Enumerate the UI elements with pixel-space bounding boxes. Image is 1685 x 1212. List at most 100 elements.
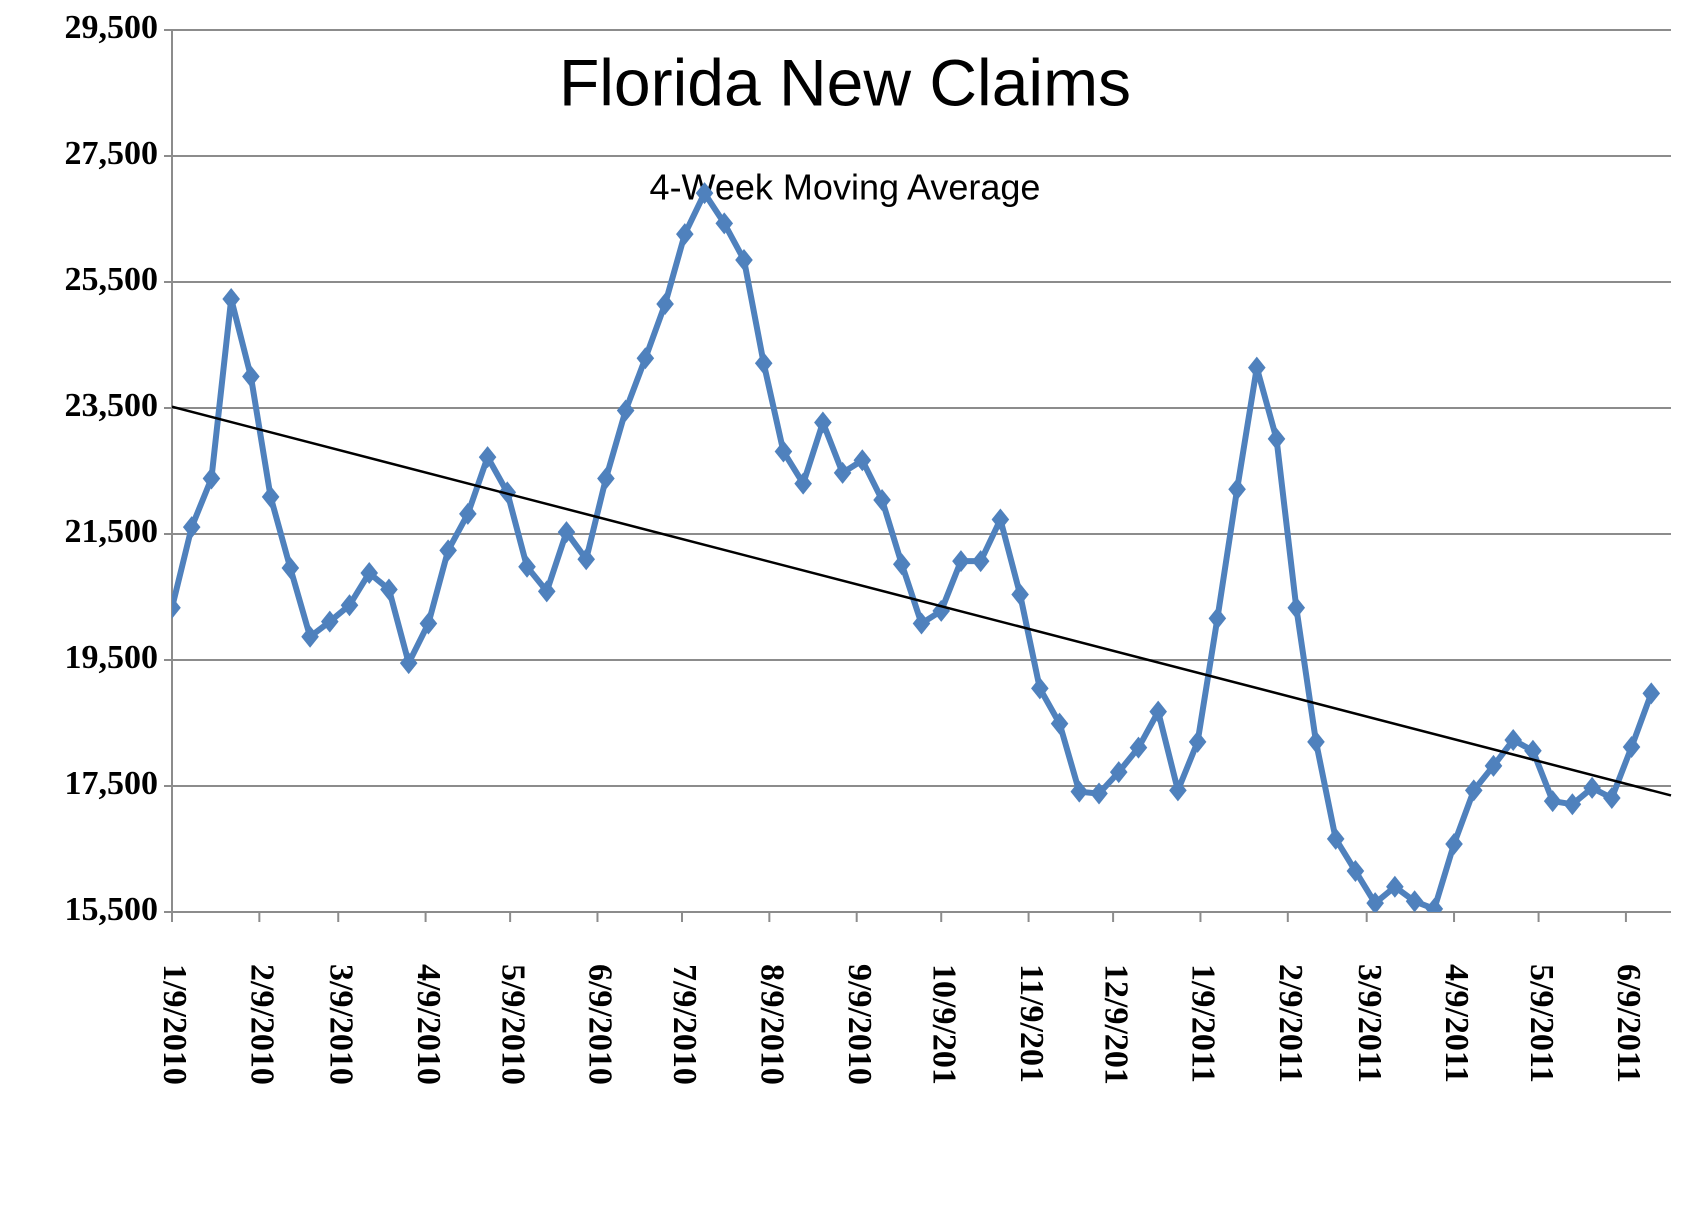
data-point <box>202 467 221 490</box>
y-tick-label: 29,500 <box>65 9 159 46</box>
data-point <box>1504 729 1523 752</box>
data-point <box>1464 779 1483 802</box>
data-point <box>557 521 576 544</box>
data-point <box>1524 739 1542 762</box>
data-point <box>1050 712 1069 735</box>
x-tick-label: 3/9/2010 <box>322 964 359 1085</box>
x-tick-label: 5/9/2011 <box>1523 964 1560 1083</box>
y-tick-label: 19,500 <box>65 639 159 676</box>
x-tick-label: 7/9/2010 <box>666 964 703 1085</box>
data-point <box>1583 776 1601 799</box>
data-point <box>597 467 615 490</box>
data-point <box>182 516 201 539</box>
data-point <box>1425 897 1444 912</box>
y-tick-label: 27,500 <box>65 135 159 172</box>
data-point <box>281 557 300 580</box>
y-tick-label: 23,500 <box>65 387 159 424</box>
data-point <box>912 612 931 635</box>
x-tick-label: 10/9/201 <box>925 964 962 1085</box>
data-point <box>1228 478 1246 501</box>
data-point <box>380 578 398 601</box>
x-tick-label: 1/9/2011 <box>1185 964 1222 1083</box>
data-point <box>715 212 734 235</box>
data-line <box>172 190 1655 912</box>
data-point <box>1267 427 1286 450</box>
data-point <box>320 610 339 633</box>
data-point <box>537 580 556 603</box>
data-point <box>1445 832 1463 855</box>
data-point <box>242 365 260 388</box>
data-point <box>1208 607 1227 630</box>
plot-area <box>172 182 1672 912</box>
data-point <box>1109 761 1128 784</box>
x-tick-label: 9/9/2010 <box>841 964 878 1085</box>
data-point <box>814 411 832 434</box>
data-point <box>1603 786 1621 809</box>
y-tick-label: 21,500 <box>65 513 159 550</box>
x-tick-label: 12/9/201 <box>1097 964 1134 1085</box>
y-tick-label: 25,500 <box>65 261 159 298</box>
trend-line <box>172 405 1672 797</box>
x-tick-label: 4/9/2011 <box>1438 964 1475 1083</box>
data-point <box>340 594 359 617</box>
data-point <box>1149 700 1167 723</box>
data-point <box>1484 754 1503 777</box>
data-point <box>439 539 457 562</box>
data-point <box>301 625 319 648</box>
data-point <box>1188 730 1207 753</box>
data-point <box>853 449 872 472</box>
x-tick-label: 11/9/201 <box>1013 964 1050 1083</box>
data-point <box>1326 827 1345 850</box>
data-point <box>1642 682 1661 705</box>
data-point <box>1011 583 1029 606</box>
data-point <box>261 485 280 508</box>
x-tick-label: 8/9/2010 <box>754 964 791 1085</box>
data-point <box>735 248 753 271</box>
data-point <box>1346 860 1365 883</box>
data-point <box>1366 892 1384 912</box>
data-point <box>774 440 793 463</box>
data-point <box>1622 735 1641 758</box>
chart-subtitle: 4-Week Moving Average <box>650 167 1041 208</box>
data-point <box>222 288 240 311</box>
data-point <box>459 502 477 525</box>
data-point <box>419 612 438 635</box>
data-point <box>360 562 379 585</box>
x-tick-label: 5/9/2010 <box>494 964 531 1085</box>
x-tick-label: 3/9/2011 <box>1351 964 1388 1083</box>
x-tick-label: 6/9/2011 <box>1610 964 1647 1083</box>
data-point <box>656 293 674 316</box>
x-tick-label: 2/9/2010 <box>244 964 281 1085</box>
data-point <box>695 182 714 205</box>
data-point <box>991 508 1010 531</box>
data-point <box>873 488 891 511</box>
data-point <box>1386 875 1404 898</box>
data-point <box>1307 730 1325 753</box>
data-point <box>676 223 694 246</box>
data-point <box>754 352 773 375</box>
x-tick-label: 4/9/2010 <box>410 964 447 1085</box>
data-point <box>833 461 852 484</box>
x-tick-label: 1/9/2010 <box>156 964 193 1085</box>
y-tick-label: 15,500 <box>65 891 159 928</box>
data-point <box>794 472 812 495</box>
data-point <box>636 347 655 370</box>
data-point <box>892 553 911 576</box>
chart-title: Florida New Claims <box>559 45 1131 119</box>
data-point <box>1543 790 1562 813</box>
data-point <box>1563 793 1582 816</box>
data-point <box>1129 736 1148 759</box>
data-point <box>971 550 990 573</box>
x-tick-label: 6/9/2010 <box>582 964 619 1085</box>
y-tick-label: 17,500 <box>65 765 159 802</box>
data-point <box>399 652 418 675</box>
data-point <box>1248 356 1266 379</box>
data-point <box>577 548 595 571</box>
data-point <box>1287 596 1306 619</box>
data-point <box>1169 779 1187 802</box>
data-point <box>1031 677 1049 700</box>
data-point <box>1090 782 1108 805</box>
data-point <box>518 555 536 578</box>
data-point <box>952 550 970 573</box>
